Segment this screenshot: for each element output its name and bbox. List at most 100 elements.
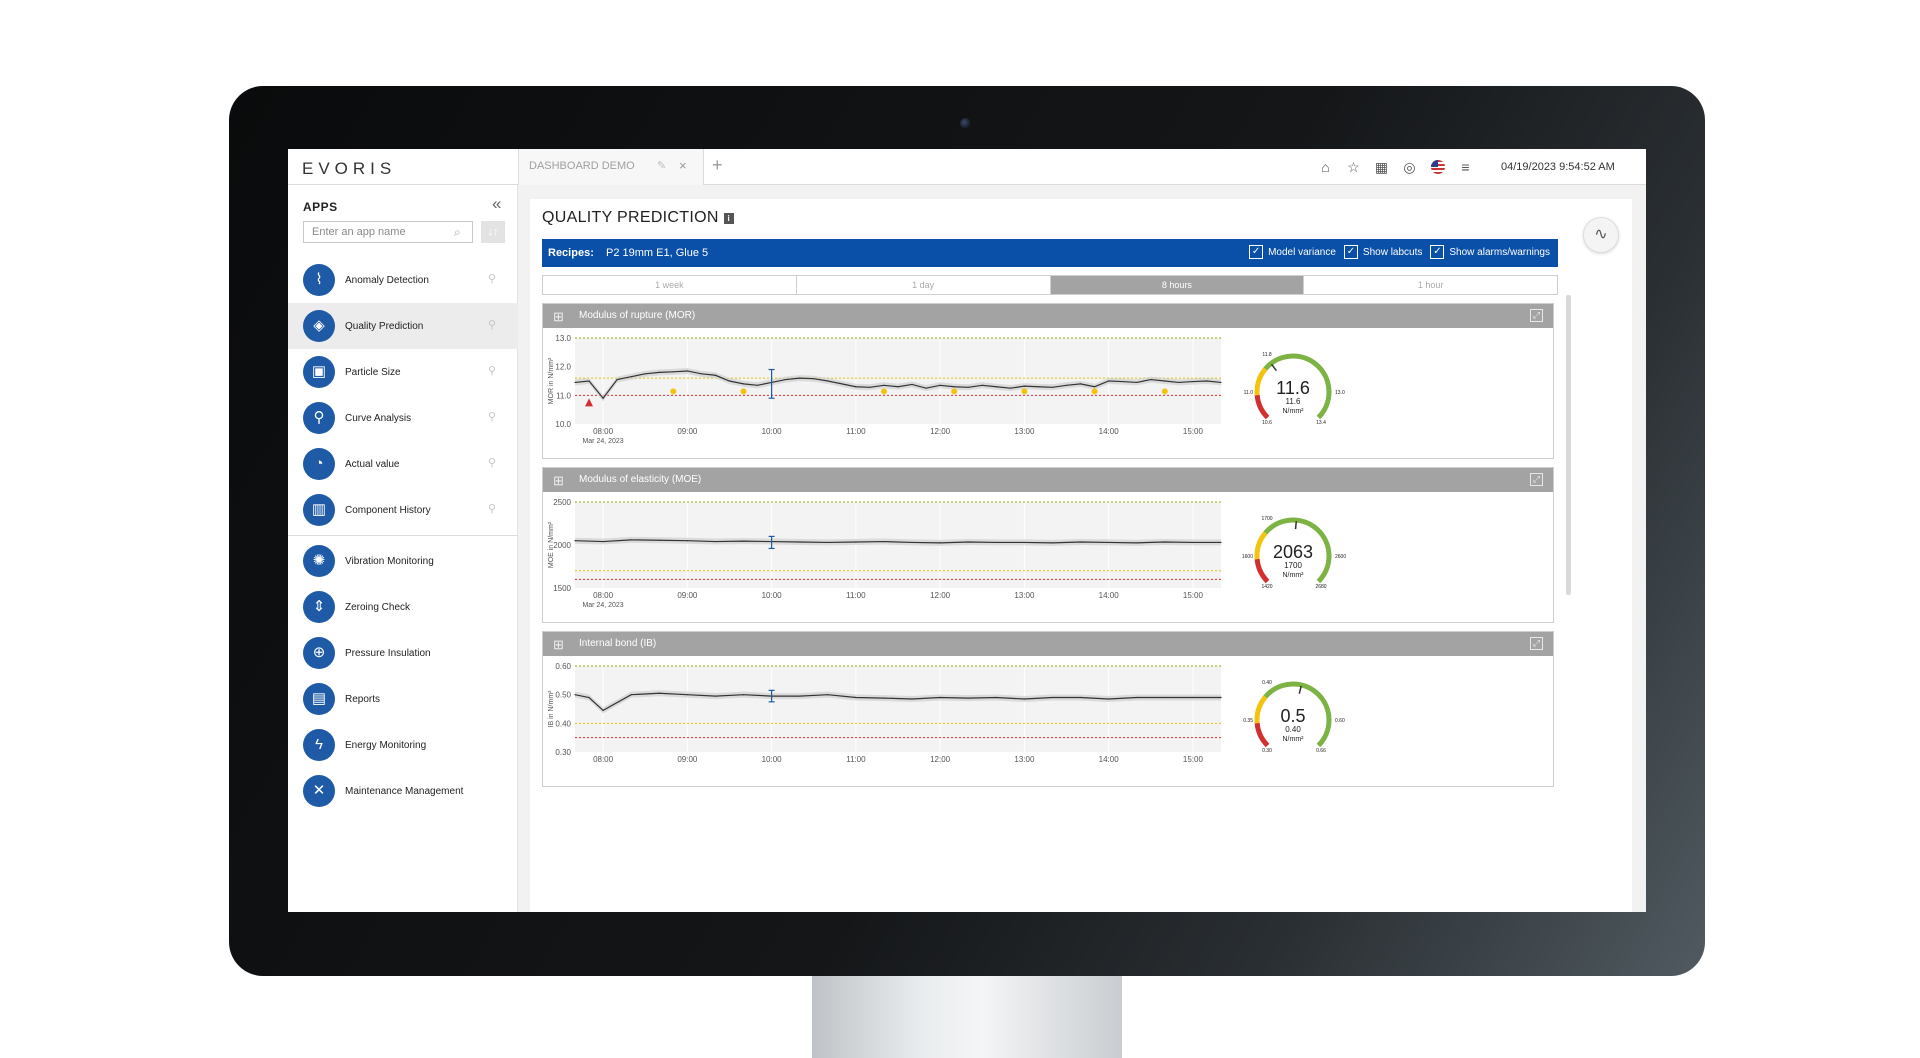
- checkbox[interactable]: ✓: [1343, 245, 1358, 259]
- pin-icon[interactable]: ⚲: [488, 273, 497, 285]
- gauge-top: 11.8: [1262, 352, 1272, 358]
- brand-logo: EVORIS: [302, 159, 397, 178]
- app-label: Particle Size: [345, 366, 401, 378]
- app-search-input[interactable]: [303, 221, 473, 243]
- app-item-particle-size[interactable]: ▣ Particle Size ⚲: [288, 349, 518, 395]
- gauge-needle: [1294, 521, 1298, 530]
- data-point: [869, 386, 871, 388]
- data-point: [1164, 541, 1166, 543]
- gauge-warning-arc: [1254, 695, 1268, 724]
- app-item-quality-prediction[interactable]: ◈ Quality Prediction ⚲: [288, 303, 518, 349]
- tab-1-week[interactable]: 1 week: [543, 276, 797, 294]
- gauge-setpoint: 0.40: [1285, 725, 1301, 734]
- grid-icon[interactable]: ⊞: [553, 473, 564, 488]
- option-model-variance[interactable]: ✓ Model variance: [1249, 245, 1336, 259]
- scrollbar[interactable]: [1566, 295, 1571, 595]
- data-point: [827, 541, 829, 544]
- checkbox[interactable]: ✓: [1430, 245, 1445, 259]
- app-item-pressure-insulation[interactable]: ⊕ Pressure Insulation: [288, 630, 518, 676]
- data-point: [995, 386, 997, 388]
- warning-marker: [670, 388, 677, 395]
- pin-icon[interactable]: ⚲: [488, 365, 497, 377]
- user-icon[interactable]: ◎: [1403, 159, 1416, 175]
- star-icon[interactable]: ☆: [1347, 159, 1360, 175]
- pin-icon[interactable]: ⚲: [488, 319, 497, 331]
- panel-header: ⊞ Internal bond (IB) ⤢: [543, 632, 1553, 656]
- option-show-alarms-warnings[interactable]: ✓ Show alarms/warnings: [1430, 245, 1550, 259]
- sidebar: APPS « ⌕ ↓↑ ⌇ Anomaly Detection ⚲ ◈ Quality …: [288, 185, 518, 912]
- app-item-vibration-monitoring[interactable]: ✺ Vibration Monitoring: [288, 538, 518, 584]
- app-item-anomaly-detection[interactable]: ⌇ Anomaly Detection ⚲: [288, 257, 518, 303]
- datetime: 04/19/2023 9:54:52 AM: [1501, 161, 1615, 173]
- reports-icon: ▤: [303, 683, 335, 715]
- checkbox[interactable]: ✓: [1249, 245, 1264, 259]
- page-title-text: QUALITY PREDICTION: [542, 209, 719, 226]
- gauge-ok-arc: [1263, 353, 1332, 420]
- tab-1-hour[interactable]: 1 hour: [1304, 276, 1557, 294]
- pin-icon[interactable]: ⚲: [488, 411, 497, 423]
- expand-chart-icon[interactable]: ⤢: [1530, 309, 1543, 322]
- toolbar-icons: ⌂ ☆ ▦ ◎ ≡: [1316, 158, 1475, 176]
- display-options: ✓ Model variance ✓ Show labcuts ✓ Show alarms…: [1249, 245, 1550, 259]
- data-point: [1079, 696, 1082, 699]
- pin-icon[interactable]: ⚲: [488, 457, 497, 469]
- data-point: [1023, 385, 1025, 387]
- warning-marker: [951, 388, 958, 395]
- app-item-maintenance-management[interactable]: ✕ Maintenance Management: [288, 768, 518, 814]
- data-point: [658, 371, 660, 373]
- data-point: [799, 541, 801, 543]
- data-point: [616, 378, 618, 381]
- tab-1-day[interactable]: 1 day: [796, 276, 1051, 294]
- top-bar: EVORIS DASHBOARD DEMO ✎ × + ⌂ ☆ ▦ ◎ ≡ 04…: [288, 149, 1646, 185]
- x-tick-label: 10:00: [762, 591, 783, 600]
- data-point: [911, 698, 913, 700]
- edit-icon[interactable]: ✎: [657, 160, 667, 172]
- calculator-icon[interactable]: ▦: [1374, 159, 1389, 175]
- expand-chart-icon[interactable]: ⤢: [1530, 473, 1543, 486]
- recipe-bar: Recipes: P2 19mm E1, Glue 5 ✓ Model varia…: [542, 239, 1558, 267]
- option-show-labcuts[interactable]: ✓ Show labcuts: [1343, 245, 1423, 259]
- flag-us-icon[interactable]: [1428, 158, 1447, 176]
- app-item-energy-monitoring[interactable]: ϟ Energy Monitoring: [288, 722, 518, 768]
- y-tick-label: 0.50: [555, 691, 571, 700]
- expand-chart-icon[interactable]: ⤢: [1530, 637, 1543, 650]
- home-icon[interactable]: ⌂: [1321, 159, 1330, 175]
- option-label: Show labcuts: [1362, 246, 1423, 258]
- app-item-component-history[interactable]: ▥ Component History ⚲: [288, 487, 518, 533]
- app-label: Zeroing Check: [345, 601, 411, 613]
- data-point: [742, 383, 745, 385]
- data-point: [1037, 386, 1040, 388]
- gauge-ok-arc: [1263, 517, 1332, 584]
- data-point: [1178, 381, 1180, 384]
- app-item-zeroing-check[interactable]: ⇕ Zeroing Check: [288, 584, 518, 630]
- app-label: Curve Analysis: [345, 412, 412, 424]
- app-item-actual-value[interactable]: ◔ Actual value ⚲: [288, 441, 518, 487]
- pin-icon[interactable]: ⚲: [488, 503, 497, 515]
- collapse-sidebar-icon[interactable]: «: [492, 194, 502, 213]
- grid-icon[interactable]: ⊞: [553, 309, 564, 324]
- chart-svg: 0.60 0.50 0.40 0.30 IB in N/mm² 08:00 09:00 10:…: [548, 662, 1345, 764]
- close-icon[interactable]: ×: [679, 158, 687, 173]
- add-tab-icon[interactable]: +: [712, 155, 723, 175]
- x-tick-label: 11:00: [846, 427, 866, 436]
- app-item-reports[interactable]: ▤ Reports: [288, 676, 518, 722]
- dashboard-tab[interactable]: DASHBOARD DEMO ✎ ×: [518, 149, 704, 185]
- grid-icon[interactable]: ⊞: [553, 637, 564, 652]
- gauge-ok-arc: [1263, 681, 1332, 748]
- data-point: [883, 697, 885, 699]
- data-point: [602, 397, 604, 399]
- tab-8-hours[interactable]: 8 hours: [1050, 276, 1305, 294]
- recipe-value[interactable]: P2 19mm E1, Glue 5: [606, 247, 709, 259]
- search-icon[interactable]: ⌕: [454, 225, 461, 239]
- gauge-top: 0.40: [1262, 680, 1272, 686]
- y-tick-label: 0.40: [555, 719, 571, 728]
- plot-area: [575, 666, 1221, 752]
- sort-button[interactable]: ↓↑: [481, 221, 505, 243]
- main-content: QUALITY PREDICTION i ∿ Recipes: P2 19mm E…: [530, 199, 1632, 912]
- curve-fab-button[interactable]: ∿: [1583, 217, 1619, 253]
- app-item-curve-analysis[interactable]: ⚲ Curve Analysis ⚲: [288, 395, 518, 441]
- gauge-value: 11.6: [1276, 378, 1310, 398]
- info-icon[interactable]: i: [723, 213, 734, 224]
- model-variance-band: [575, 367, 1221, 402]
- menu-icon[interactable]: ≡: [1461, 159, 1470, 175]
